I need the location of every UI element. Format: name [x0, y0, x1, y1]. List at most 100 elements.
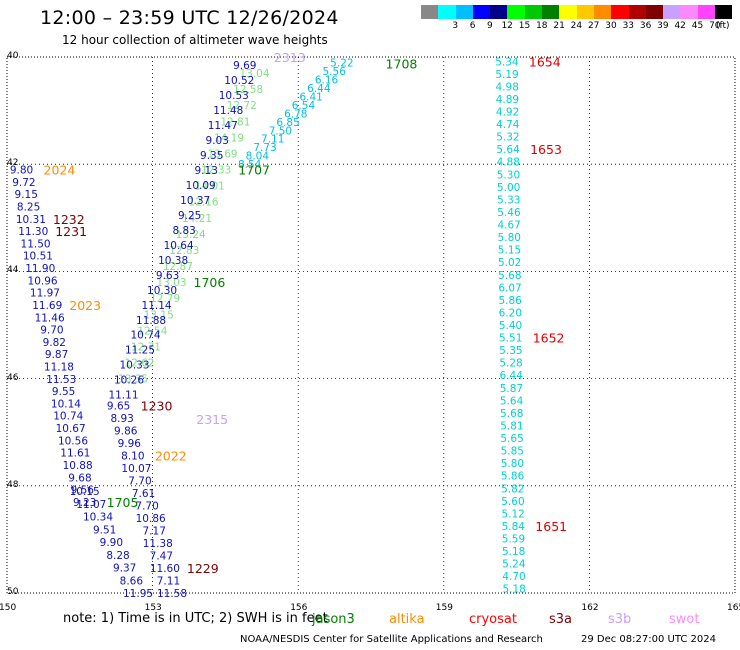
satellite-altika: altika	[389, 612, 425, 627]
legend-label: 70	[709, 21, 721, 31]
legend-label: 27	[587, 21, 600, 31]
legend-label: 45	[691, 21, 704, 31]
wave-height-value: 12.58	[233, 84, 263, 96]
wave-height-value: 6.20	[499, 307, 522, 319]
wave-height-value: 10.30	[147, 285, 177, 297]
wave-height-value: 10.14	[51, 398, 81, 410]
legend-swatch	[680, 5, 698, 19]
lat-tick-label: 46	[7, 372, 19, 383]
wave-height-value: 10.31	[16, 214, 46, 226]
legend-label: 30	[605, 21, 617, 31]
wave-height-value: 7.17	[143, 525, 166, 537]
pass-time-label: 2024	[44, 163, 76, 178]
lat-tick-label: 42	[7, 158, 19, 169]
page-subtitle: 12 hour collection of altimeter wave hei…	[62, 33, 328, 47]
wave-height-value: 5.46	[497, 207, 521, 219]
legend-label: 39	[657, 21, 669, 31]
wave-height-value: 9.72	[12, 177, 35, 189]
wave-height-value: 12.79	[150, 293, 180, 305]
wave-height-value: 12.54	[137, 325, 167, 337]
wave-height-value: 5.19	[495, 69, 518, 81]
wave-height-value: 12.62	[125, 358, 155, 370]
wave-height-value: 11.11	[108, 390, 138, 402]
legend-swatch	[507, 5, 525, 19]
wave-height-value: 7.70	[128, 475, 151, 487]
legend-label: 18	[536, 21, 548, 31]
wave-height-value: 5.18	[502, 584, 525, 596]
legend-label: 9	[487, 21, 493, 31]
legend-swatch	[645, 5, 664, 19]
legend-swatch	[697, 5, 716, 19]
legend-label: 24	[570, 21, 583, 31]
wave-height-value: 10.26	[114, 375, 144, 387]
wave-height-value: 11.18	[44, 361, 74, 373]
legend-swatch	[455, 5, 473, 19]
legend-swatch	[472, 5, 491, 19]
wave-height-value: 5.24	[502, 559, 526, 571]
wave-height-value: 9.51	[93, 524, 116, 536]
wave-height-value: 6.07	[498, 282, 521, 294]
wave-height-value: 11.48	[213, 105, 243, 117]
legend-swatch	[438, 5, 456, 19]
wave-height-value: 14.21	[182, 213, 212, 225]
wave-height-value: 13.03	[156, 277, 186, 289]
wave-height-value: 9.37	[113, 563, 136, 575]
pass-time-label: 2315	[196, 412, 228, 427]
wave-height-value: 5.60	[501, 496, 524, 508]
wave-height-value: 11.90	[25, 263, 55, 275]
pass-time-label: 1653	[530, 142, 562, 157]
wave-height-value: 10.52	[224, 75, 254, 87]
wave-height-value: 10.51	[23, 251, 53, 263]
wave-height-value: 13.69	[208, 148, 238, 160]
wave-height-value: 8.28	[106, 550, 129, 562]
wave-height-value: 13.35	[118, 374, 148, 386]
wave-height-value: 13.04	[239, 68, 269, 80]
wave-height-value: 10.88	[63, 460, 93, 472]
wave-height-value: 11.53	[46, 374, 76, 386]
legend-swatch	[524, 5, 543, 19]
wave-height-value: 7.47	[150, 550, 173, 562]
legend-swatch	[542, 5, 560, 19]
wave-height-value: 4.67	[497, 220, 520, 232]
wave-height-value: 10.86	[136, 513, 166, 525]
wave-height-value: 7.61	[132, 488, 155, 500]
wave-height-value: 9.80	[10, 165, 33, 177]
wave-height-value: 6.54	[292, 100, 316, 112]
legend-label: 6	[469, 21, 476, 31]
wave-height-value: 11.95	[123, 588, 153, 600]
wave-height-value: 5.86	[498, 295, 522, 307]
wave-height-value: 5.64	[500, 395, 524, 407]
lat-tick-label: 44	[7, 265, 19, 276]
wave-height-value: 5.80	[498, 232, 521, 244]
lon-tick-label: 159	[435, 603, 453, 613]
legend-swatch	[593, 5, 612, 19]
wave-height-value: 10.74	[131, 330, 161, 342]
pass-time-label: 1230	[141, 398, 173, 413]
wave-height-value: 11.61	[60, 448, 90, 460]
color-legend	[421, 5, 733, 19]
wave-height-value: 10.37	[180, 195, 210, 207]
pass-time-label: 1232	[53, 212, 85, 227]
wave-height-value: 5.12	[501, 508, 524, 520]
wave-height-value: 5.00	[497, 182, 520, 194]
wave-height-value: 10.33	[119, 360, 149, 372]
wave-height-value: 5.51	[499, 333, 522, 345]
wave-height-value: 8.93	[110, 413, 133, 425]
wave-height-value: 9.23	[73, 497, 96, 509]
wave-height-value: 6.44	[307, 83, 331, 95]
wave-height-value: 9.86	[114, 425, 138, 437]
wave-height-value: 4.88	[497, 157, 520, 169]
wave-height-value: 5.87	[500, 383, 523, 395]
lon-tick-label: 150	[0, 603, 17, 613]
wave-height-value: 6.44	[500, 370, 524, 382]
wave-height-value: 10.96	[28, 275, 58, 287]
map-frame	[6, 56, 736, 594]
color-legend-labels: 3 6 9 12 15 18 21 24 27 30 33 36 39 42 45 70	[421, 21, 733, 33]
legend-unit: (ft)	[716, 21, 730, 31]
wave-height-value: 9.03	[206, 135, 229, 147]
wave-height-value: 6.85	[276, 117, 299, 129]
wave-height-value: 4.98	[496, 81, 519, 93]
pass-time-label: 1229	[187, 561, 219, 576]
